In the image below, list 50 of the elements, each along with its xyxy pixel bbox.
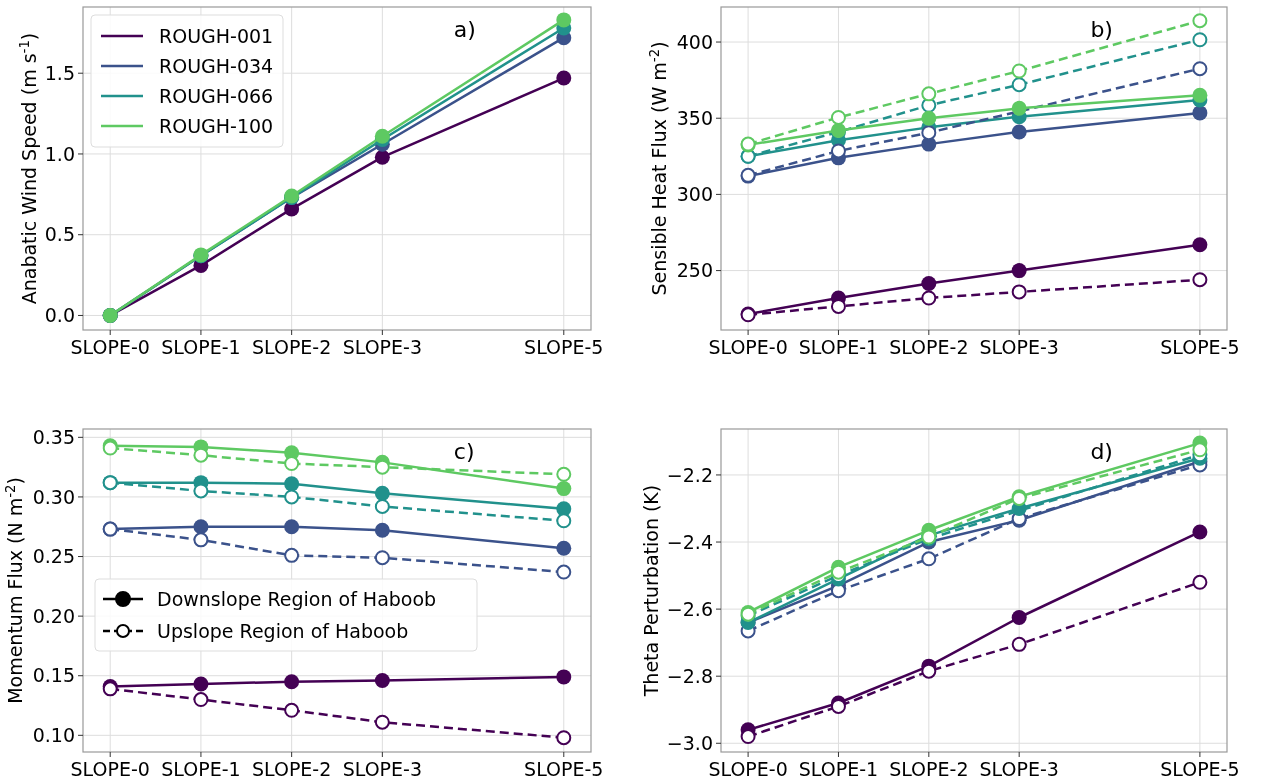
y-tick-label: 0.30: [32, 485, 75, 508]
x-tick-label: SLOPE-0: [70, 758, 150, 780]
legend-label: ROUGH-034: [159, 54, 274, 77]
y-tick-label: −2.2: [666, 463, 713, 486]
x-tick-label: SLOPE-0: [708, 758, 788, 780]
y-tick-label: 0.10: [32, 723, 75, 746]
legend-label: ROUGH-100: [159, 114, 274, 137]
x-tick-label: SLOPE-1: [798, 758, 879, 780]
x-tick-label: SLOPE-5: [524, 336, 604, 358]
x-tick-label: SLOPE-2: [251, 758, 332, 780]
x-tick-label: SLOPE-0: [70, 336, 150, 358]
y-tick-label: 0.0: [44, 304, 75, 327]
x-tick-label: SLOPE-3: [979, 336, 1059, 358]
annotation: d): [1090, 439, 1113, 464]
x-tick-label: SLOPE-3: [342, 336, 423, 358]
y-tick-label: 0.25: [32, 545, 75, 568]
x-tick-label: SLOPE-1: [798, 336, 879, 358]
x-tick-label: SLOPE-2: [889, 758, 969, 780]
x-tick-label: SLOPE-0: [708, 336, 788, 358]
x-tick-label: SLOPE-5: [1160, 758, 1240, 780]
x-tick-label: SLOPE-3: [979, 758, 1059, 780]
x-tick-label: SLOPE-5: [524, 758, 604, 780]
x-tick-label: SLOPE-2: [251, 336, 332, 358]
y-tick-label: −3.0: [666, 731, 713, 754]
legend-label: ROUGH-066: [159, 84, 274, 107]
x-tick-label: SLOPE-5: [1160, 336, 1240, 358]
y-tick-label: 400: [676, 30, 713, 53]
x-tick-label: SLOPE-1: [161, 336, 241, 358]
legend-label: ROUGH-001: [159, 24, 274, 47]
y-tick-label: 0.20: [32, 604, 75, 627]
x-tick-label: SLOPE-2: [889, 336, 969, 358]
annotation: Downslope Region of Haboob: [157, 587, 437, 610]
annotation: Upslope Region of Haboob: [157, 619, 409, 642]
annotation: c): [453, 439, 475, 464]
annotation: b): [1090, 17, 1113, 42]
y-tick-label: −2.4: [666, 530, 713, 553]
x-tick-label: SLOPE-1: [161, 758, 241, 780]
y-axis-title: Theta Perturbation (K): [640, 484, 662, 698]
y-tick-label: −2.6: [666, 597, 713, 620]
y-tick-label: 0.35: [32, 425, 75, 448]
y-tick-label: 300: [676, 183, 713, 206]
y-tick-label: 1.0: [44, 142, 75, 165]
y-tick-label: 1.5: [44, 61, 75, 84]
y-tick-label: 250: [676, 259, 713, 282]
annotation: a): [453, 17, 476, 42]
y-tick-label: −2.8: [666, 664, 713, 687]
y-tick-label: 0.5: [44, 223, 75, 246]
y-tick-label: 0.15: [32, 664, 75, 687]
y-tick-label: 350: [676, 106, 713, 129]
x-tick-label: SLOPE-3: [342, 758, 423, 780]
